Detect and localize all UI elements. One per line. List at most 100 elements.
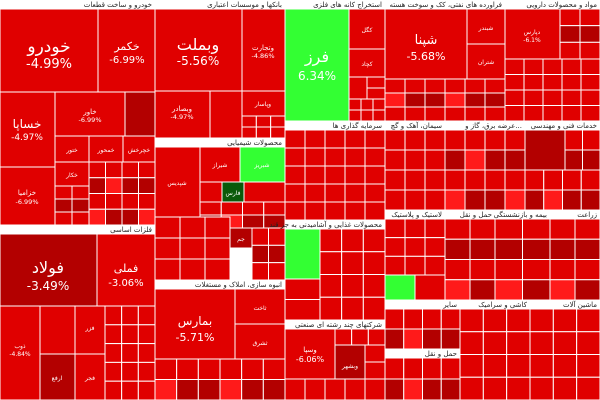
sector-invest-small-tile[interactable] bbox=[344, 201, 366, 221]
sector-oil-small-tile[interactable] bbox=[424, 78, 446, 94]
sector-metals-small-tile[interactable] bbox=[137, 324, 156, 345]
sector-other-small-tile[interactable] bbox=[440, 308, 461, 330]
sector-utility-small-tile[interactable] bbox=[484, 169, 506, 191]
sector-cong-small3-tile[interactable] bbox=[364, 344, 386, 363]
tile-وبملت[interactable] bbox=[154, 8, 243, 92]
sector-pharma-small2-tile[interactable] bbox=[504, 89, 525, 106]
sector-food-small-tile[interactable] bbox=[362, 274, 386, 298]
sector-pharma-small2-tile[interactable] bbox=[504, 58, 525, 75]
sector-auto-small-tile[interactable] bbox=[138, 208, 156, 226]
sector-auto-small-tile[interactable] bbox=[121, 161, 139, 179]
sector-machinery-small-tile[interactable] bbox=[552, 308, 578, 333]
sector-tiles-small-tile[interactable] bbox=[506, 354, 531, 378]
sector-rubber-small-tile[interactable] bbox=[404, 255, 426, 276]
sector-realestate-small-tile[interactable] bbox=[262, 358, 286, 380]
sector-farming-small-tile[interactable] bbox=[549, 279, 576, 301]
sector-utility-small-tile[interactable] bbox=[504, 129, 526, 151]
sector-insurance-small-tile[interactable] bbox=[522, 279, 551, 301]
sector-invest-small-tile[interactable] bbox=[284, 201, 306, 221]
sector-pharma-small2-tile[interactable] bbox=[523, 105, 544, 122]
sector-pharma-small-tile[interactable] bbox=[579, 41, 600, 60]
sector-utility-small-tile[interactable] bbox=[484, 149, 506, 171]
sector-machinery-small-tile[interactable] bbox=[552, 331, 578, 355]
sector-utility-small-tile[interactable] bbox=[464, 169, 486, 191]
sector-machinery-small-tile[interactable] bbox=[576, 331, 600, 355]
sector-auto-small-tile[interactable] bbox=[88, 177, 106, 194]
sector-oil-small-tile[interactable] bbox=[424, 92, 446, 108]
sector-eng-small2-tile[interactable] bbox=[543, 189, 563, 211]
sector-metals-small-tile[interactable] bbox=[104, 324, 123, 345]
sector-realestate-small-tile[interactable] bbox=[197, 379, 221, 400]
sector-eng-small2-tile[interactable] bbox=[580, 189, 600, 211]
sector-farming-small-tile[interactable] bbox=[574, 218, 600, 240]
sector-pharma-small2-tile[interactable] bbox=[580, 89, 600, 106]
sector-invest-small-tile[interactable] bbox=[344, 147, 366, 167]
sector-invest-small-tile[interactable] bbox=[364, 129, 386, 149]
sector-auto-small-tile[interactable] bbox=[88, 193, 106, 210]
sector-metals-small-tile[interactable] bbox=[121, 380, 139, 400]
sector-pharma-small-tile[interactable] bbox=[579, 8, 600, 27]
sector-other-small-tile[interactable] bbox=[384, 308, 405, 330]
tile-شتران[interactable] bbox=[466, 43, 506, 80]
sector-invest-small-tile[interactable] bbox=[284, 129, 306, 149]
sector-eng-small2-tile[interactable] bbox=[562, 169, 582, 191]
sector-chem-small2-tile[interactable] bbox=[204, 237, 231, 260]
sector-realestate-small-tile[interactable] bbox=[154, 358, 178, 380]
sector-food-small-tile[interactable] bbox=[341, 274, 364, 298]
sector-utility-small-tile[interactable] bbox=[464, 149, 486, 171]
sector-transport-b-small-tile[interactable] bbox=[440, 378, 461, 400]
sector-rubber-small-tile[interactable] bbox=[424, 237, 446, 257]
sector-insurance-small-tile[interactable] bbox=[522, 218, 551, 240]
sector-pharma-small2-tile[interactable] bbox=[542, 58, 563, 75]
sector-chem-small2-tile[interactable] bbox=[179, 258, 206, 281]
sector-machinery-small-tile[interactable] bbox=[529, 308, 554, 333]
sector-transport-b-small-tile[interactable] bbox=[422, 378, 442, 400]
sector-banks-small-tile[interactable] bbox=[255, 115, 272, 128]
sector-realestate-small-tile[interactable] bbox=[219, 358, 243, 380]
tile-ختور[interactable] bbox=[54, 135, 90, 163]
sector-cong-small-tile[interactable] bbox=[334, 328, 353, 346]
sector-realestate-small-tile[interactable] bbox=[241, 379, 264, 400]
tile-خکمر[interactable] bbox=[97, 8, 156, 93]
sector-invest-small-tile[interactable] bbox=[304, 165, 326, 185]
sector-oil-small-tile[interactable] bbox=[424, 106, 446, 122]
sector-cement-small-tile[interactable] bbox=[404, 169, 426, 191]
sector-tiles-small-tile[interactable] bbox=[506, 376, 531, 400]
sector-cement-small-tile[interactable] bbox=[424, 169, 446, 191]
sector-auto-small2-tile[interactable] bbox=[71, 211, 90, 226]
sector-machinery-small-tile[interactable] bbox=[529, 331, 554, 355]
sector-chem-small2-tile[interactable] bbox=[179, 216, 206, 239]
sector-eng-small-tile[interactable] bbox=[582, 149, 600, 171]
sector-chem-small3-tile[interactable] bbox=[251, 244, 269, 264]
sector-other-small-tile[interactable] bbox=[384, 328, 405, 350]
sector-realestate-small-tile[interactable] bbox=[197, 358, 221, 380]
sector-oil-small-tile[interactable] bbox=[384, 92, 406, 108]
sector-invest-small-tile[interactable] bbox=[324, 183, 346, 203]
sector-invest-small-tile[interactable] bbox=[344, 183, 366, 203]
sector-oil-small-tile[interactable] bbox=[384, 106, 406, 122]
tile-green-rubber[interactable] bbox=[384, 274, 416, 301]
sector-food-small-tile[interactable] bbox=[362, 228, 386, 253]
tile-dark[interactable] bbox=[524, 129, 566, 171]
sector-pharma-small2-tile[interactable] bbox=[542, 105, 563, 122]
sector-invest-small-tile[interactable] bbox=[284, 183, 306, 203]
sector-rubber-small-tile[interactable] bbox=[424, 218, 446, 239]
sector-oil-small-tile[interactable] bbox=[484, 106, 506, 122]
sector-utility-small-tile[interactable] bbox=[464, 189, 486, 211]
sector-cong-small2-tile[interactable] bbox=[304, 378, 326, 400]
sector-transport-small-tile[interactable] bbox=[444, 279, 471, 301]
sector-rubber-small2-tile[interactable] bbox=[414, 274, 446, 301]
sector-rubber-small-tile[interactable] bbox=[384, 255, 406, 276]
tile-ثشرق[interactable] bbox=[234, 323, 286, 360]
sector-auto-small2-tile[interactable] bbox=[54, 198, 73, 213]
sector-cement-small-tile[interactable] bbox=[424, 149, 446, 171]
sector-chem-small-tile[interactable] bbox=[199, 201, 222, 216]
sector-machinery-small-tile[interactable] bbox=[576, 376, 600, 400]
sector-farming-small-tile[interactable] bbox=[549, 238, 576, 260]
sector-auto-small2-tile[interactable] bbox=[54, 185, 73, 200]
sector-utility-small-tile[interactable] bbox=[504, 149, 526, 171]
sector-eng-small-tile[interactable] bbox=[564, 129, 583, 151]
sector-tiles-small-tile[interactable] bbox=[482, 331, 508, 355]
sector-utility-small-tile[interactable] bbox=[504, 169, 526, 191]
sector-transport-small-tile[interactable] bbox=[444, 218, 471, 240]
